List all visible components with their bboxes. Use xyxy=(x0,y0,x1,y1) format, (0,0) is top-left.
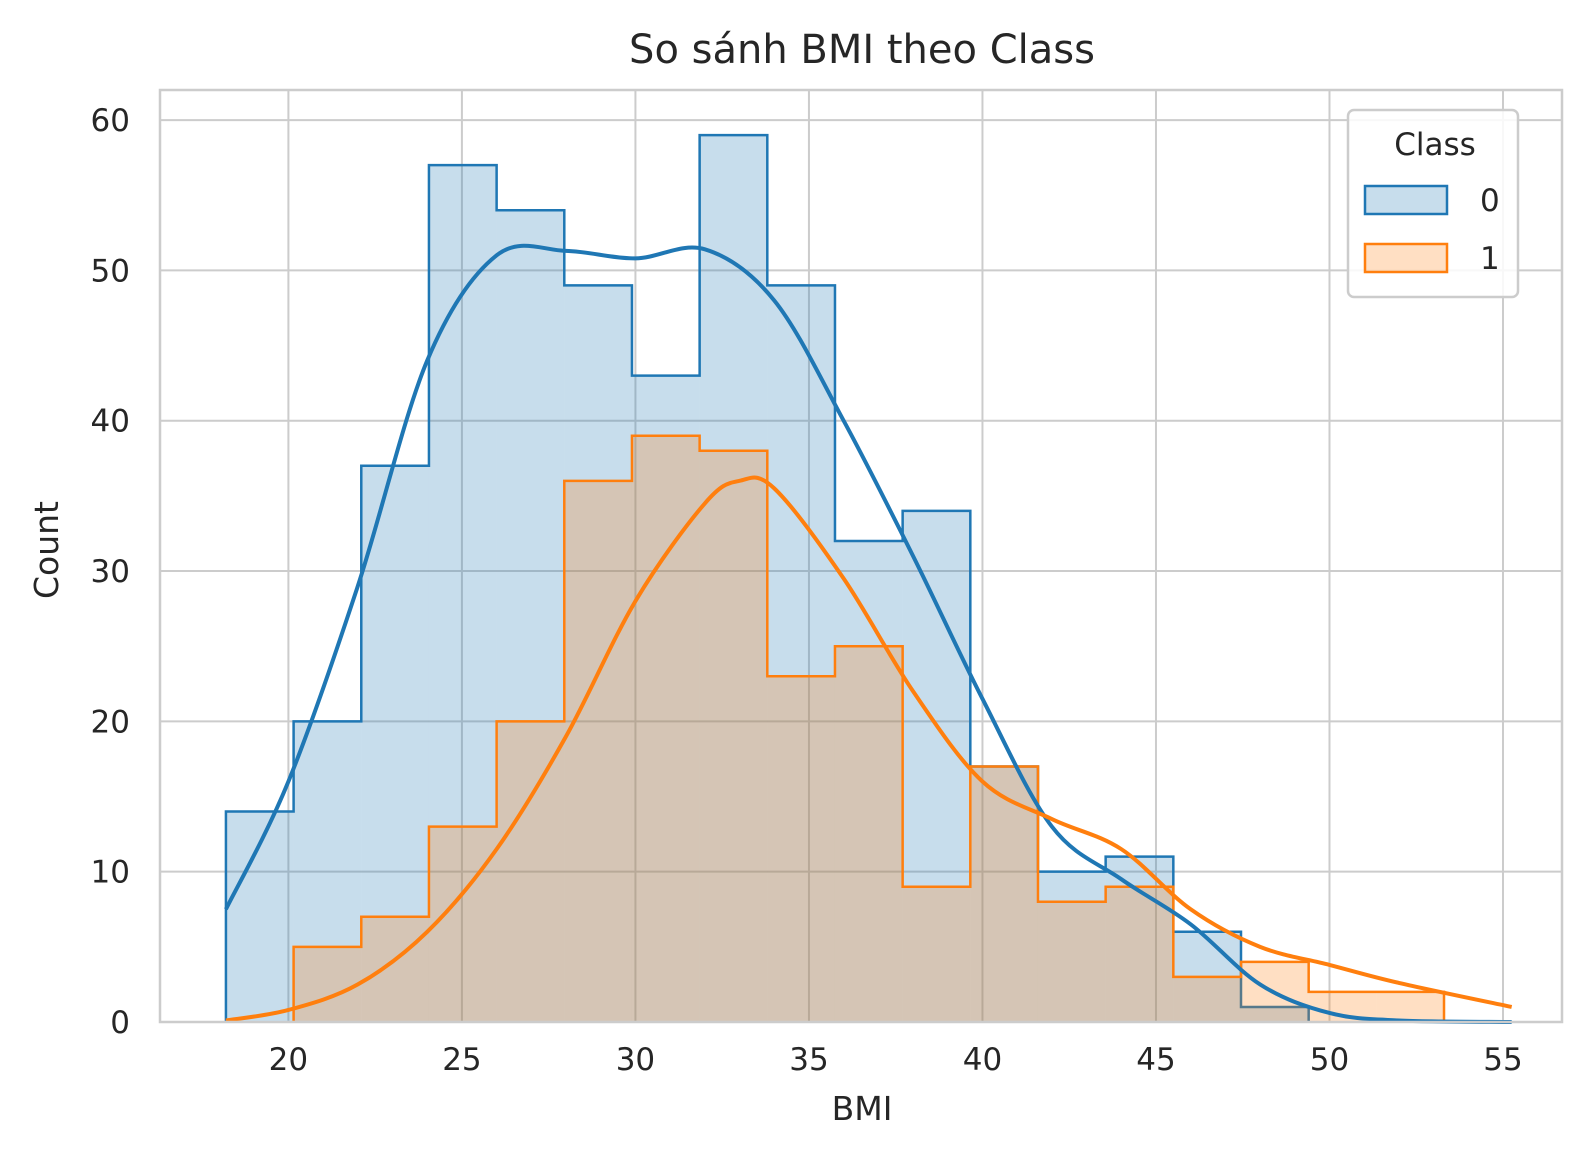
kde-curves xyxy=(224,243,1513,1024)
legend-label-0: 0 xyxy=(1480,183,1500,219)
bar-1 xyxy=(970,766,1038,1022)
y-tick-label: 60 xyxy=(91,103,130,139)
legend-box xyxy=(1346,108,1520,299)
histogram-bars xyxy=(224,133,1446,1023)
bar-0 xyxy=(361,465,429,1022)
legend-label-1: 1 xyxy=(1480,241,1500,277)
bar-0 xyxy=(767,285,835,1023)
x-axis-label: BMI xyxy=(832,1089,893,1128)
chart-title: So sánh BMI theo Class xyxy=(629,27,1095,73)
x-tick-label: 50 xyxy=(1310,1042,1349,1078)
x-tick-label: 55 xyxy=(1483,1042,1522,1078)
bar-1 xyxy=(834,646,903,1022)
bar-1 xyxy=(1376,991,1445,1022)
x-tick-label: 35 xyxy=(789,1042,828,1078)
bar-1 xyxy=(293,946,362,1022)
series-0-kde-line xyxy=(224,243,1512,1024)
x-tick-label: 30 xyxy=(616,1042,655,1078)
bar-0 xyxy=(902,510,971,1022)
bar-1 xyxy=(1173,976,1241,1022)
bar-0 xyxy=(1037,871,1106,1022)
legend-swatch-0 xyxy=(1363,184,1449,216)
bar-0 xyxy=(564,285,632,1023)
bar-0 xyxy=(428,165,497,1023)
x-tick-label: 40 xyxy=(963,1042,1002,1078)
y-tick-label: 40 xyxy=(91,404,130,440)
series-0-bars xyxy=(224,133,1310,1023)
x-tick-label: 45 xyxy=(1136,1042,1175,1078)
bar-0 xyxy=(631,375,700,1022)
y-tick-label: 0 xyxy=(110,1005,130,1041)
bar-1 xyxy=(1105,886,1174,1022)
grid xyxy=(160,90,1562,1023)
y-tick-label: 10 xyxy=(91,855,130,891)
bar-1 xyxy=(428,826,497,1022)
bar-1 xyxy=(1037,901,1106,1022)
bar-1 xyxy=(564,480,632,1022)
series-1-kde-line xyxy=(225,475,1513,1023)
y-tick-label: 30 xyxy=(91,554,130,590)
bar-1 xyxy=(631,435,700,1022)
bar-1 xyxy=(699,450,768,1023)
bar-0 xyxy=(293,721,362,1022)
legend-swatch-1 xyxy=(1363,242,1449,274)
bar-1 xyxy=(767,676,835,1022)
y-axis-label: Count xyxy=(27,501,66,599)
bar-1 xyxy=(902,886,971,1022)
legend-title: Class xyxy=(1394,127,1476,163)
y-tick-label: 20 xyxy=(91,704,130,740)
x-tick-label: 25 xyxy=(442,1042,481,1078)
bar-0 xyxy=(496,210,565,1023)
bar-1 xyxy=(496,721,565,1022)
bar-1 xyxy=(361,916,429,1022)
y-tick-label: 50 xyxy=(91,253,130,289)
bar-0 xyxy=(1240,1006,1309,1022)
plot-frame xyxy=(158,88,1564,1024)
x-tick-label: 20 xyxy=(269,1042,308,1078)
